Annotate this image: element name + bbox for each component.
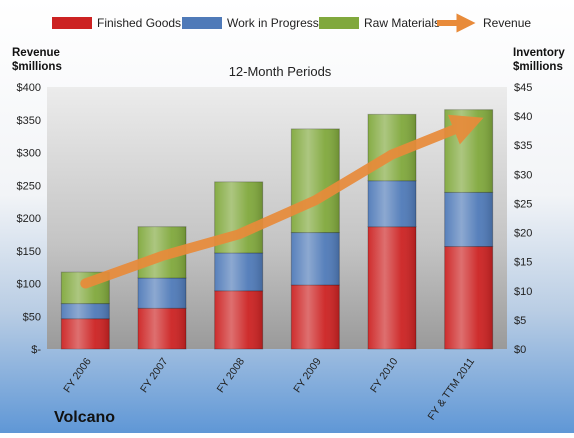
- legend: Finished Goods Work in Progress Raw Mate…: [52, 13, 531, 33]
- right-tick-label: $15: [514, 257, 532, 269]
- left-axis-title-line2: $millions: [12, 61, 62, 73]
- left-tick-label: $50: [23, 311, 41, 323]
- right-axis-title-line2: $millions: [513, 61, 563, 73]
- right-tick-label: $40: [514, 111, 532, 123]
- company-name: Volcano: [54, 409, 115, 426]
- legend-label-revenue: Revenue: [483, 16, 531, 30]
- bar-highlight: [444, 246, 493, 349]
- left-tick-label: $150: [17, 246, 41, 258]
- bar-highlight: [368, 226, 416, 349]
- legend-swatch-raw-materials: [319, 17, 359, 29]
- left-tick-label: $300: [17, 148, 41, 160]
- left-axis: $- $50 $100 $150 $200 $250 $300 $350 $400: [17, 82, 42, 356]
- left-tick-label: $350: [17, 115, 41, 127]
- right-tick-label: $10: [514, 286, 532, 298]
- right-tick-label: $25: [514, 198, 532, 210]
- bar-highlight: [214, 252, 263, 291]
- legend-label-finished-goods: Finished Goods: [97, 16, 181, 30]
- legend-label-work-in-progress: Work in Progress: [227, 16, 319, 30]
- bar-highlight: [444, 192, 493, 247]
- bar-highlight: [214, 290, 263, 349]
- right-tick-label: $5: [514, 315, 526, 327]
- revenue-line: [80, 114, 484, 289]
- right-tick-label: $45: [514, 82, 532, 94]
- bar-highlight: [291, 232, 340, 285]
- bar-highlight: [138, 308, 186, 349]
- right-axis-title-line1: Inventory: [513, 47, 565, 59]
- bar-highlight: [291, 284, 340, 349]
- legend-label-raw-materials: Raw Materials: [364, 16, 440, 30]
- left-tick-label: $400: [17, 82, 41, 94]
- left-tick-label: $200: [17, 213, 41, 225]
- bar-highlight: [291, 128, 340, 233]
- right-axis: $0 $5 $10 $15 $20 $25 $30 $35 $40 $45: [514, 82, 532, 356]
- bar-highlight: [368, 180, 416, 227]
- legend-swatch-work-in-progress: [182, 17, 222, 29]
- left-tick-label: $100: [17, 279, 41, 291]
- bar-highlight: [61, 303, 110, 319]
- right-tick-label: $30: [514, 169, 532, 181]
- revenue-series: [80, 114, 484, 289]
- right-tick-label: $20: [514, 228, 532, 240]
- left-tick-label: $250: [17, 180, 41, 192]
- right-tick-label: $35: [514, 140, 532, 152]
- bars: [60, 109, 494, 350]
- bar-highlight: [61, 318, 110, 349]
- bar-highlight: [138, 277, 186, 309]
- chart-title: 12-Month Periods: [229, 64, 332, 79]
- legend-swatch-finished-goods: [52, 17, 92, 29]
- right-tick-label: $0: [514, 344, 526, 356]
- left-tick-label: $-: [31, 344, 41, 356]
- left-axis-title-line1: Revenue: [12, 47, 60, 59]
